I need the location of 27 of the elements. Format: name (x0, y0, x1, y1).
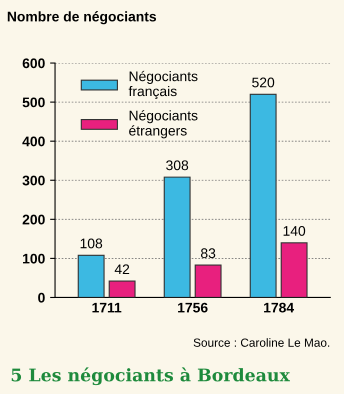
y-axis-title: Nombre de négociants (8, 11, 156, 24)
y-tick-label: 500 (22, 97, 45, 108)
data-label: 308 (166, 160, 188, 170)
bar (78, 254, 105, 298)
bar (108, 280, 136, 298)
data-label: 140 (284, 226, 306, 236)
y-tick-label: 300 (22, 176, 45, 186)
y-tick-label: 600 (22, 58, 45, 68)
text: 5 Les négociants à Bordeaux (12, 367, 290, 386)
x-tick-label: 1784 (264, 302, 294, 313)
bar (280, 242, 308, 298)
y-tick-label: 400 (22, 136, 45, 146)
source-note: Source : Caroline Le Mao. (194, 338, 330, 347)
data-label: 83 (201, 248, 216, 258)
legend-label: Négociants étrangers (129, 110, 198, 138)
data-label: 520 (252, 78, 274, 88)
bar (164, 176, 191, 298)
x-tick-label: 1756 (178, 302, 208, 313)
x-tick-label: 1711 (92, 302, 122, 312)
legend-label: Négociants français (128, 70, 198, 99)
bar (250, 94, 277, 298)
y-tick-label: 0 (38, 292, 45, 303)
y-tick-label: 100 (23, 254, 45, 264)
y-tick-label: 200 (22, 214, 45, 224)
data-label: 108 (80, 238, 102, 248)
bar (194, 264, 222, 298)
data-label: 42 (114, 264, 130, 274)
